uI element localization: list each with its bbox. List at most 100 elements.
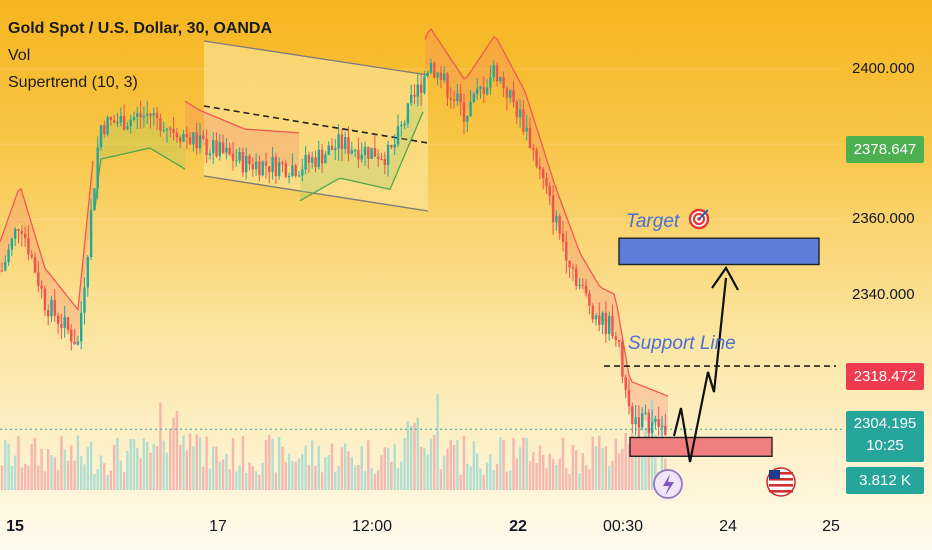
candle [83, 287, 86, 313]
candle [353, 150, 357, 152]
volume-bar [43, 471, 47, 490]
volume-bar [126, 450, 129, 490]
candle [660, 425, 664, 428]
candle [23, 233, 27, 239]
supertrend-indicator-label[interactable]: Supertrend (10, 3) [8, 74, 138, 91]
volume-bar [545, 467, 548, 490]
volume-bar [396, 467, 400, 490]
supertrend-line [299, 111, 424, 202]
candle [631, 406, 634, 425]
candle [370, 147, 373, 159]
candle [456, 93, 459, 102]
volume-bar [99, 455, 103, 490]
candle [297, 175, 301, 177]
candle [56, 315, 60, 324]
candle [367, 146, 370, 159]
volume-bar [195, 434, 198, 490]
candle [532, 148, 535, 150]
candle [637, 417, 641, 428]
volume-bar [165, 452, 169, 490]
volume-bar [443, 455, 446, 490]
candle [109, 117, 113, 121]
candle [565, 241, 568, 261]
candle [383, 159, 386, 165]
candle [212, 140, 215, 154]
candle [380, 158, 383, 160]
volume-bar [188, 433, 192, 490]
candle [449, 97, 452, 100]
volume-bar [261, 462, 264, 490]
volume-bar [357, 465, 360, 490]
candle [30, 254, 33, 258]
volume-bar [4, 439, 7, 490]
volume-bar [251, 466, 254, 490]
candle [426, 72, 429, 76]
candle [235, 160, 238, 162]
volume-bar [400, 461, 403, 490]
volume-bar [254, 471, 258, 490]
chart-legend[interactable]: Gold Spot / U.S. Dollar, 30, OANDA Vol S… [8, 15, 272, 96]
candle [505, 88, 509, 98]
volume-bar [502, 440, 505, 490]
candle [99, 125, 103, 148]
candle [452, 99, 456, 102]
volume-bar [63, 449, 66, 490]
candle [291, 165, 294, 177]
candle [70, 329, 73, 342]
time-tick: 25 [822, 518, 840, 535]
volume-bar [485, 462, 489, 490]
supertrend-indicator [0, 28, 669, 430]
volume-bar [23, 463, 27, 490]
volume-bar [350, 457, 353, 490]
volume-bar [406, 420, 410, 490]
candle [208, 153, 212, 156]
candle [515, 101, 518, 118]
candle [136, 113, 139, 118]
candle [561, 233, 565, 242]
candle [330, 145, 334, 150]
candle [63, 317, 66, 328]
candle [106, 117, 109, 135]
candle [162, 130, 165, 132]
channel-top-line [203, 40, 429, 76]
candle [294, 165, 297, 176]
symbol-title[interactable]: Gold Spot / U.S. Dollar, 30, OANDA [8, 20, 273, 37]
volume-bar [73, 460, 76, 490]
volume-bar [383, 447, 386, 490]
candle [462, 102, 466, 122]
volume-bar [462, 435, 466, 490]
volume-bar [182, 435, 185, 490]
candle [647, 412, 650, 434]
target-zone [618, 237, 820, 266]
volume-bar [644, 427, 647, 490]
volume-bar [386, 448, 390, 490]
price-label: 2378.647 [846, 136, 924, 164]
candle [410, 94, 413, 104]
volume-bar [495, 464, 499, 490]
candle [608, 316, 611, 334]
volume-bar [169, 428, 172, 490]
candle [578, 284, 581, 286]
volume-bar [436, 393, 439, 490]
supertrend-line [94, 147, 186, 209]
candle [373, 147, 377, 157]
volume-bar [634, 454, 637, 490]
candle [159, 118, 162, 131]
volume-indicator-label[interactable]: Vol [8, 47, 31, 64]
price-label: 2318.472 [846, 362, 924, 390]
volume-bar [466, 463, 469, 490]
candle [545, 178, 548, 187]
candle [406, 103, 410, 124]
candle [17, 229, 20, 231]
volume-bar [598, 435, 601, 490]
volume-bar [129, 438, 132, 490]
volume-bar [294, 461, 297, 490]
candle [43, 288, 47, 311]
candle [482, 86, 485, 95]
candle [413, 94, 416, 97]
volume-bar [472, 441, 476, 490]
volume-bar [60, 436, 63, 490]
candle [146, 113, 149, 116]
